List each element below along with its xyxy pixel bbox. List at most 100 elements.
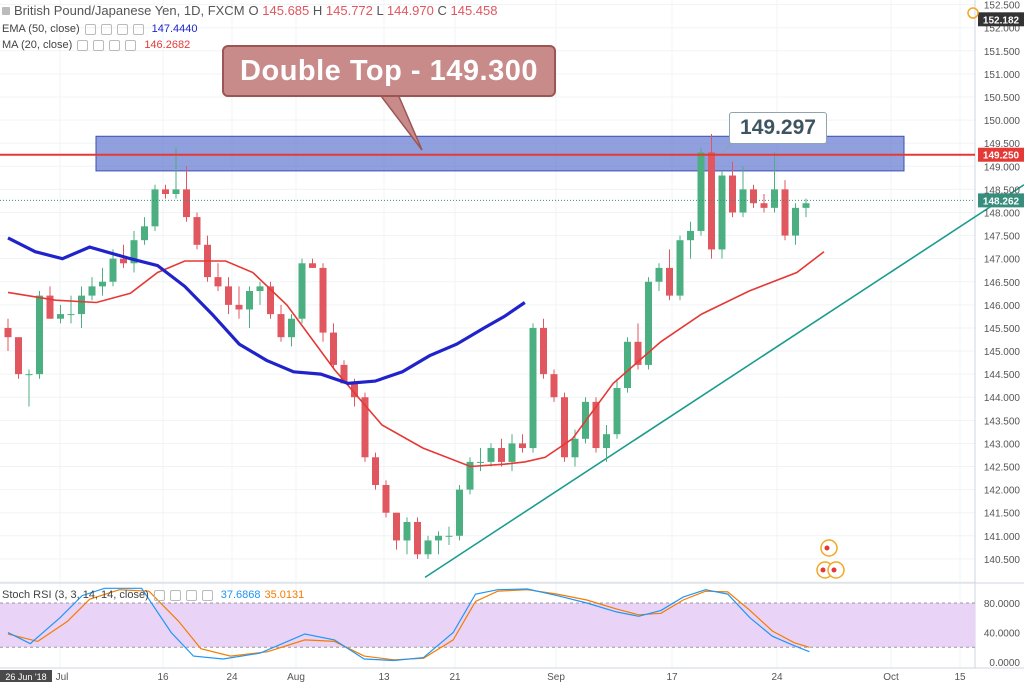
- candle-up: [424, 540, 432, 555]
- candle-down: [634, 341, 642, 365]
- candle-down: [550, 374, 558, 398]
- candle-down: [361, 397, 369, 458]
- visibility-icon[interactable]: [84, 23, 96, 35]
- ohlc-value: 145.772: [325, 3, 373, 18]
- candle-up: [802, 203, 810, 208]
- close-icon[interactable]: [109, 39, 121, 51]
- candle-down: [46, 295, 54, 319]
- candle-up: [298, 263, 306, 319]
- rsi-tick-label: 40.0000: [984, 629, 1021, 640]
- ema-legend[interactable]: EMA (50, close) 147.4440: [2, 23, 198, 35]
- candle-up: [88, 286, 96, 296]
- rsi-k-value: 37.6868: [220, 589, 261, 601]
- candle-up: [67, 314, 75, 316]
- candle-down: [4, 327, 12, 338]
- ma-label: MA (20, close): [2, 39, 73, 51]
- price-label-box[interactable]: 149.297: [729, 112, 827, 144]
- candle-up: [456, 489, 463, 536]
- close-icon[interactable]: [116, 23, 128, 35]
- candle-up: [403, 521, 411, 541]
- candle-down: [382, 485, 390, 513]
- ema50-line: [7, 236, 526, 386]
- candle-up: [687, 230, 694, 241]
- price-tick-label: 148.500: [984, 185, 1021, 196]
- candle-up: [99, 281, 106, 287]
- candle-down: [372, 457, 379, 485]
- rsi-legend[interactable]: Stoch RSI (3, 3, 14, 14, close) 37.6868 …: [2, 589, 304, 601]
- candle-down: [414, 521, 421, 555]
- candle-up: [771, 189, 778, 208]
- ohlc-value: 145.685: [262, 3, 310, 18]
- time-tick-label: 17: [666, 672, 678, 682]
- price-tick-label: 142.500: [984, 463, 1021, 474]
- candle-down: [340, 364, 348, 384]
- settings-icon[interactable]: [93, 39, 105, 51]
- more-icon[interactable]: [125, 39, 137, 51]
- ohlc-key: O: [248, 3, 263, 18]
- double-top-callout[interactable]: Double Top - 149.300: [222, 45, 556, 97]
- candle-up: [676, 240, 684, 296]
- settings-icon[interactable]: [169, 589, 181, 601]
- price-badge-label: 149.250: [983, 151, 1020, 162]
- time-tick-label: 16: [157, 672, 169, 682]
- stoch-k-line: [7, 587, 810, 662]
- ohlc-key: L: [372, 3, 387, 18]
- price-tick-label: 144.500: [984, 370, 1021, 381]
- candle-down: [519, 443, 526, 449]
- candle-down: [666, 267, 673, 296]
- time-tick-label: 24: [226, 672, 238, 682]
- candle-down: [162, 189, 169, 194]
- visibility-icon[interactable]: [153, 589, 165, 601]
- candle-up: [172, 189, 180, 194]
- stoch-d-line: [7, 589, 810, 661]
- candle-up: [718, 175, 726, 250]
- price-tick-label: 148.000: [984, 208, 1021, 219]
- candle-down: [708, 152, 715, 250]
- visibility-icon[interactable]: [77, 39, 89, 51]
- price-tick-label: 149.000: [984, 162, 1021, 173]
- candle-down: [330, 332, 337, 365]
- price-badge: [978, 147, 1024, 162]
- event-dot-icon: [831, 567, 837, 573]
- candle-down: [351, 383, 358, 398]
- ma20-line: [7, 251, 825, 468]
- settings-icon[interactable]: [100, 23, 112, 35]
- candle-down: [393, 512, 400, 541]
- price-tick-label: 146.000: [984, 301, 1021, 312]
- price-tick-label: 151.000: [984, 70, 1021, 81]
- price-tick-label: 152.000: [984, 24, 1021, 35]
- price-badge-label: 152.182: [983, 15, 1020, 26]
- candle-down: [760, 203, 768, 208]
- event-dot-icon: [820, 567, 826, 573]
- ma-legend[interactable]: MA (20, close) 146.2682: [2, 39, 190, 51]
- date-badge: [0, 670, 52, 682]
- candle-up: [477, 461, 484, 463]
- symbol-legend[interactable]: British Pound/Japanese Yen, 1D, FXCM O 1…: [2, 3, 498, 18]
- more-icon[interactable]: [201, 589, 213, 601]
- candle-up: [613, 388, 621, 435]
- price-tick-label: 145.500: [984, 324, 1021, 335]
- candle-down: [729, 175, 736, 213]
- ohlc-value: 145.458: [450, 3, 498, 18]
- candle-up: [25, 374, 33, 376]
- candle-up: [603, 434, 610, 449]
- candle-up: [655, 267, 663, 282]
- candle-up: [435, 535, 442, 541]
- candle-up: [109, 258, 117, 282]
- price-tick-label: 143.500: [984, 416, 1021, 427]
- ohlc-value: 144.970: [386, 3, 434, 18]
- time-tick-label: 13: [378, 672, 390, 682]
- collapse-icon[interactable]: [2, 6, 10, 15]
- symbol-title: British Pound/Japanese Yen, 1D, FXCM: [14, 3, 245, 18]
- price-badge: [978, 12, 1024, 27]
- rsi-band: [0, 603, 975, 648]
- candle-down: [540, 327, 547, 375]
- close-icon[interactable]: [185, 589, 197, 601]
- candle-down: [750, 189, 757, 204]
- time-tick-label: Aug: [287, 672, 305, 682]
- more-icon[interactable]: [132, 23, 144, 35]
- price-tick-label: 147.500: [984, 232, 1021, 243]
- candle-up: [36, 295, 43, 375]
